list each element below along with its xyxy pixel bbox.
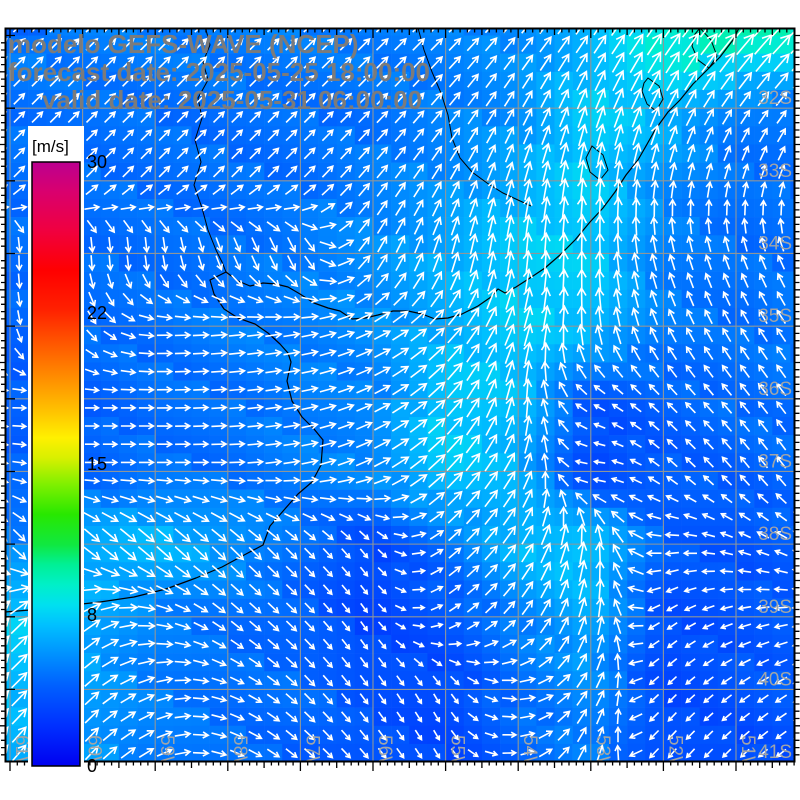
lon-label: 61W [11, 735, 32, 774]
lon-label: 60W [84, 735, 105, 774]
lon-label: 52W [664, 735, 685, 774]
lon-label: 59W [156, 735, 177, 774]
title-forecast-date: forecast date: 2025-05-25 18:00:00 [8, 57, 431, 87]
lon-label: 54W [519, 735, 540, 774]
lon-label: 51W [737, 735, 758, 774]
colorbar-tick-label: 30 [87, 152, 107, 172]
lon-label: 58W [229, 735, 250, 774]
axis-ticks [0, 29, 800, 771]
lon-label: 56W [374, 735, 395, 774]
lat-axis-labels: 32S 33S 34S 35S 36S 37S 38S 39S 40S 41S [758, 88, 792, 763]
colorbar-tick-labels: 30 22 15 8 0 [87, 152, 107, 776]
title-valid-date: valid date: 2025-05-31 06:00:00 [42, 85, 423, 115]
lon-label: 55W [447, 735, 468, 774]
title-model-name: modelo GEFS-WAVE (NCEP) [8, 29, 359, 59]
lon-label: 53W [592, 735, 613, 774]
latlon-grid [5, 28, 795, 762]
colorbar-tick-label: 8 [87, 605, 97, 625]
colorbar-gradient [31, 161, 81, 767]
colorbar-tick-label: 15 [87, 454, 107, 474]
map-layers: 32S 33S 34S 35S 36S 37S 38S 39S 40S 41S 61W 60W 59W 5… [5, 28, 795, 774]
lat-label: 38S [758, 524, 792, 545]
lat-label: 32S [758, 88, 792, 109]
colorbar-tick-label: 0 [87, 756, 97, 776]
lon-label: 57W [301, 735, 322, 774]
map-border [4, 27, 796, 763]
colorbar-tick-label: 22 [87, 303, 107, 323]
lat-label: 33S [758, 161, 792, 182]
lat-label: 36S [758, 379, 792, 400]
lat-label: 34S [758, 233, 792, 254]
lon-axis-labels: 61W 60W 59W 58W 57W 56W 55W 54W 53W 52W 51W [11, 735, 758, 774]
lat-label: 37S [758, 451, 792, 472]
colorbar-unit-label: [m/s] [32, 137, 69, 156]
lat-label: 40S [758, 669, 792, 690]
lat-label: 39S [758, 597, 792, 618]
river-path [193, 28, 227, 273]
lat-label: 35S [758, 306, 792, 327]
lat-label: 41S [758, 742, 792, 763]
